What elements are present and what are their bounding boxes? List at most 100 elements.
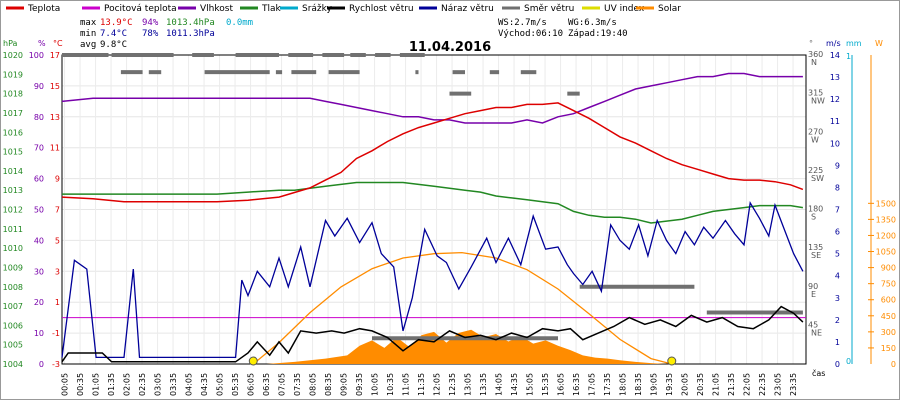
x-tick: 05:05 — [216, 373, 225, 396]
stats-min-label: min — [80, 29, 96, 39]
x-tick: 10:35 — [386, 373, 395, 396]
speed-axis-unit: m/s — [826, 39, 841, 48]
pressure-tick: 1014 — [3, 167, 23, 176]
temp-tick: 13 — [50, 113, 60, 122]
wind-dir-tick: 90 — [808, 282, 818, 291]
humidity-tick: 40 — [34, 236, 44, 245]
x-tick: 07:05 — [278, 373, 287, 396]
temp-tick: 11 — [50, 144, 60, 153]
rain-tick: 0 — [846, 357, 851, 366]
plot-area — [61, 53, 806, 366]
wind-dir-tick: 270 — [808, 127, 823, 136]
grid — [61, 54, 807, 365]
pressure-tick: 1019 — [3, 70, 23, 79]
pressure-line — [62, 181, 804, 224]
x-tick: 19:05 — [650, 373, 659, 396]
sunset-marker — [667, 356, 677, 366]
solar-tick: 150 — [881, 344, 896, 353]
pressure-tick: 1008 — [3, 283, 23, 292]
humidity-axis-unit: % — [38, 39, 46, 48]
wind-dir-name: NE — [811, 328, 822, 337]
temp-tick: 15 — [50, 82, 60, 91]
x-tick: 00:35 — [76, 373, 85, 396]
stats-min-temp: 7.4°C — [100, 29, 127, 39]
wind-dir-tick: 360 — [808, 50, 823, 59]
x-tick: 17:35 — [603, 373, 612, 396]
speed-tick: 7 — [835, 206, 840, 215]
wind-dir-tick: 135 — [808, 243, 823, 252]
x-tick: 06:05 — [247, 373, 256, 396]
solar-tick: 1200 — [876, 231, 896, 240]
legend-label-wind_speed: Rychlost větru — [349, 4, 414, 14]
temperature-line — [61, 102, 804, 203]
x-tick: 20:35 — [696, 373, 705, 396]
svg-text:max: max — [80, 18, 97, 28]
legend-label-gust: Náraz větru — [441, 4, 494, 14]
pressure-tick: 1011 — [3, 225, 23, 234]
x-tick: 09:05 — [340, 373, 349, 396]
x-tick: 11:35 — [417, 373, 426, 396]
wind-dir-name: SW — [811, 174, 824, 183]
temp-tick: 3 — [55, 267, 60, 276]
stats-max-hum: 94% — [142, 18, 159, 28]
temp-tick: -3 — [52, 360, 60, 369]
wind-dir-name: N — [811, 58, 817, 67]
x-tick: 10:05 — [371, 373, 380, 396]
x-tick: 23:05 — [774, 373, 783, 396]
speed-tick: 6 — [835, 228, 840, 237]
pressure-tick: 1012 — [3, 206, 23, 215]
solar-axis-unit: W — [875, 39, 883, 48]
pressure-tick: 1006 — [3, 321, 23, 330]
temp-tick: 5 — [55, 236, 60, 245]
axes: 1020101910181017101610151014101310121011… — [3, 39, 896, 396]
stats-max-temp: 13.9°C — [100, 18, 133, 28]
wind-dir-name: SE — [811, 251, 821, 260]
speed-tick: 14 — [830, 51, 840, 60]
legend-label-temp: Teplota — [27, 4, 60, 14]
humidity-tick: 20 — [34, 298, 44, 307]
x-tick: 04:05 — [185, 373, 194, 396]
x-tick: 06:35 — [262, 373, 271, 396]
pressure-tick: 1016 — [3, 128, 23, 137]
wind-dir-name: E — [811, 290, 816, 299]
wind-dir-tick: 180 — [808, 205, 823, 214]
x-tick: 14:05 — [495, 373, 504, 396]
rain-tick: 1 — [846, 52, 851, 61]
pressure-tick: 1004 — [3, 360, 23, 369]
speed-tick: 4 — [835, 272, 840, 281]
x-tick: 13:35 — [479, 373, 488, 396]
x-tick: 08:35 — [324, 373, 333, 396]
pressure-tick: 1010 — [3, 244, 23, 253]
stats-avg-label: avg — [80, 40, 96, 50]
stats-min-hum: 78% — [142, 29, 159, 39]
x-tick: 03:35 — [169, 373, 178, 396]
speed-tick: 10 — [830, 139, 840, 148]
speed-tick: 5 — [835, 250, 840, 259]
wind-dir-name: S — [811, 213, 816, 222]
temp-tick: -1 — [52, 329, 60, 338]
pressure-tick: 1009 — [3, 263, 23, 272]
solar-clear-sky-line — [252, 251, 672, 365]
x-tick: 19:35 — [665, 373, 674, 396]
pressure-tick: 1018 — [3, 90, 23, 99]
x-tick: 04:35 — [200, 373, 209, 396]
stats-box: max 13.9°C 94% 1013.4hPa 0.0mm min 7.4°C… — [80, 18, 628, 50]
solar-area — [62, 329, 803, 364]
humidity-tick: 10 — [34, 329, 44, 338]
speed-tick: 2 — [835, 316, 840, 325]
temp-axis-unit: °C — [53, 39, 63, 48]
legend-label-pressure: Tlak — [261, 4, 282, 14]
x-axis-unit: čas — [812, 368, 825, 378]
sunrise-marker — [248, 356, 258, 366]
x-tick: 11:05 — [402, 373, 411, 396]
speed-tick: 0 — [835, 360, 840, 369]
pressure-tick: 1020 — [3, 51, 23, 60]
solar-tick: 900 — [881, 264, 896, 273]
humidity-tick: 60 — [34, 175, 44, 184]
humidity-tick: 70 — [34, 144, 44, 153]
humidity-tick: 90 — [34, 82, 44, 91]
legend-label-humidity: Vlhkost — [200, 4, 233, 14]
pressure-axis-unit: hPa — [3, 39, 18, 48]
